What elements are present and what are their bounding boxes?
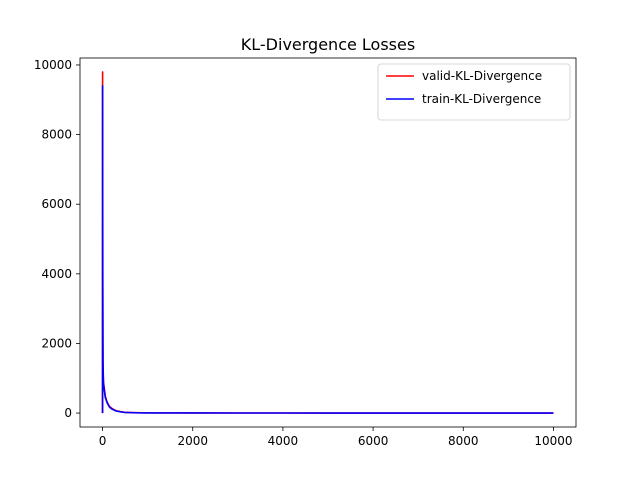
series-group: [101, 71, 554, 414]
y-tick-label: 6000: [41, 197, 72, 211]
chart-title: KL-Divergence Losses: [241, 35, 415, 54]
y-tick-label: 8000: [41, 128, 72, 142]
y-tick-label: 10000: [34, 58, 72, 72]
y-tick-label: 0: [64, 406, 72, 420]
axes-frame: [79, 57, 577, 428]
x-axis: 0 2000 4000 6000 8000 10000: [99, 427, 573, 448]
legend: valid-KL-Divergence train-KL-Divergence: [377, 63, 571, 121]
y-tick-label: 4000: [41, 267, 72, 281]
legend-label: valid-KL-Divergence: [422, 69, 542, 83]
x-tick-label: 0: [99, 434, 107, 448]
x-tick-label: 10000: [534, 434, 572, 448]
plot-area: [79, 57, 577, 428]
series-line-train-KL-Divergence: [101, 85, 554, 414]
y-axis: 0 2000 4000 6000 8000 10000: [34, 58, 80, 420]
legend-label: train-KL-Divergence: [422, 92, 541, 106]
legend-box: [377, 63, 571, 121]
x-tick-label: 8000: [448, 434, 479, 448]
y-tick-label: 2000: [41, 336, 72, 350]
x-tick-label: 6000: [358, 434, 389, 448]
x-tick-label: 4000: [268, 434, 299, 448]
x-tick-label: 2000: [177, 434, 208, 448]
